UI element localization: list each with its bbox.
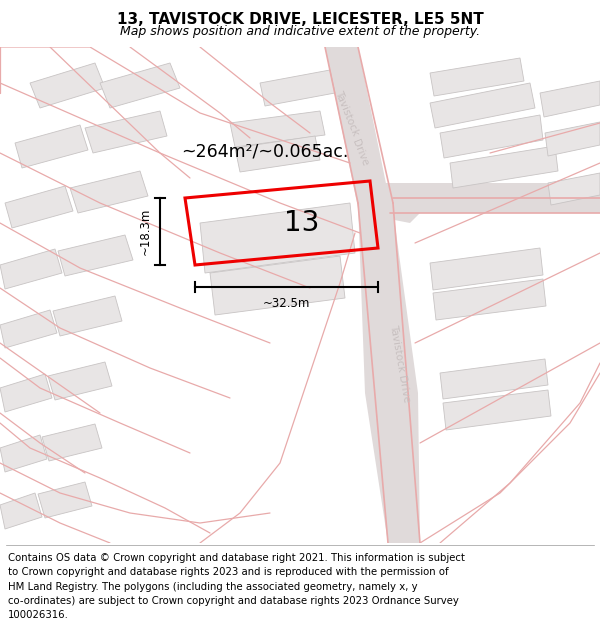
Text: to Crown copyright and database rights 2023 and is reproduced with the permissio: to Crown copyright and database rights 2… xyxy=(8,568,448,578)
Text: Tavistock: Tavistock xyxy=(334,89,361,137)
Polygon shape xyxy=(0,249,62,289)
Polygon shape xyxy=(260,70,335,106)
Polygon shape xyxy=(5,186,73,228)
Polygon shape xyxy=(0,374,52,412)
Text: 13: 13 xyxy=(284,209,320,237)
Polygon shape xyxy=(230,111,325,147)
Polygon shape xyxy=(48,362,112,400)
Text: ~18.3m: ~18.3m xyxy=(139,208,152,255)
Text: HM Land Registry. The polygons (including the associated geometry, namely x, y: HM Land Registry. The polygons (includin… xyxy=(8,582,418,592)
Polygon shape xyxy=(85,111,167,153)
Polygon shape xyxy=(325,47,390,208)
Polygon shape xyxy=(235,136,320,172)
Text: ~32.5m: ~32.5m xyxy=(263,297,310,310)
Text: co-ordinates) are subject to Crown copyright and database rights 2023 Ordnance S: co-ordinates) are subject to Crown copyr… xyxy=(8,596,458,606)
Polygon shape xyxy=(0,435,47,472)
Polygon shape xyxy=(545,122,600,156)
Polygon shape xyxy=(430,58,524,96)
Polygon shape xyxy=(42,424,102,461)
Polygon shape xyxy=(430,248,543,290)
Polygon shape xyxy=(0,493,42,529)
Polygon shape xyxy=(38,482,92,518)
Polygon shape xyxy=(53,296,122,336)
Polygon shape xyxy=(30,63,105,108)
Polygon shape xyxy=(58,235,133,276)
Text: Tavistock Drive: Tavistock Drive xyxy=(388,323,412,402)
Polygon shape xyxy=(548,173,600,205)
Polygon shape xyxy=(440,359,548,399)
Text: ~264m²/~0.065ac.: ~264m²/~0.065ac. xyxy=(181,142,349,160)
Polygon shape xyxy=(210,256,345,315)
Polygon shape xyxy=(440,115,543,158)
Polygon shape xyxy=(358,183,600,213)
Polygon shape xyxy=(15,125,88,168)
Polygon shape xyxy=(70,171,148,213)
Polygon shape xyxy=(358,193,420,223)
Text: Contains OS data © Crown copyright and database right 2021. This information is : Contains OS data © Crown copyright and d… xyxy=(8,553,465,563)
Polygon shape xyxy=(0,310,57,348)
Text: 13, TAVISTOCK DRIVE, LEICESTER, LE5 5NT: 13, TAVISTOCK DRIVE, LEICESTER, LE5 5NT xyxy=(116,12,484,27)
Text: Drive: Drive xyxy=(350,138,370,168)
Polygon shape xyxy=(430,83,535,128)
Polygon shape xyxy=(450,146,558,188)
Polygon shape xyxy=(358,203,420,543)
Polygon shape xyxy=(540,81,600,117)
Polygon shape xyxy=(443,390,551,430)
Text: Map shows position and indicative extent of the property.: Map shows position and indicative extent… xyxy=(120,24,480,38)
Polygon shape xyxy=(433,279,546,320)
Polygon shape xyxy=(100,63,180,108)
Text: 100026316.: 100026316. xyxy=(8,610,68,620)
Polygon shape xyxy=(200,203,355,273)
